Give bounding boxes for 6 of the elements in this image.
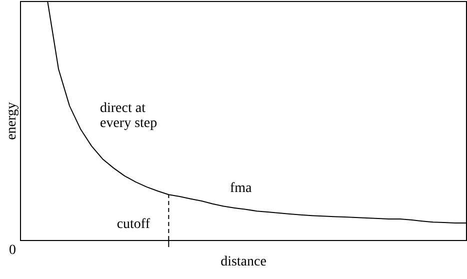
- y-axis-title: energy: [4, 102, 20, 140]
- text: 0: [9, 243, 16, 258]
- annotation: direct at every step: [100, 101, 158, 131]
- annotation: cutoff: [116, 217, 150, 232]
- x-axis-title: distance: [220, 254, 266, 270]
- annotation: fma: [230, 181, 253, 196]
